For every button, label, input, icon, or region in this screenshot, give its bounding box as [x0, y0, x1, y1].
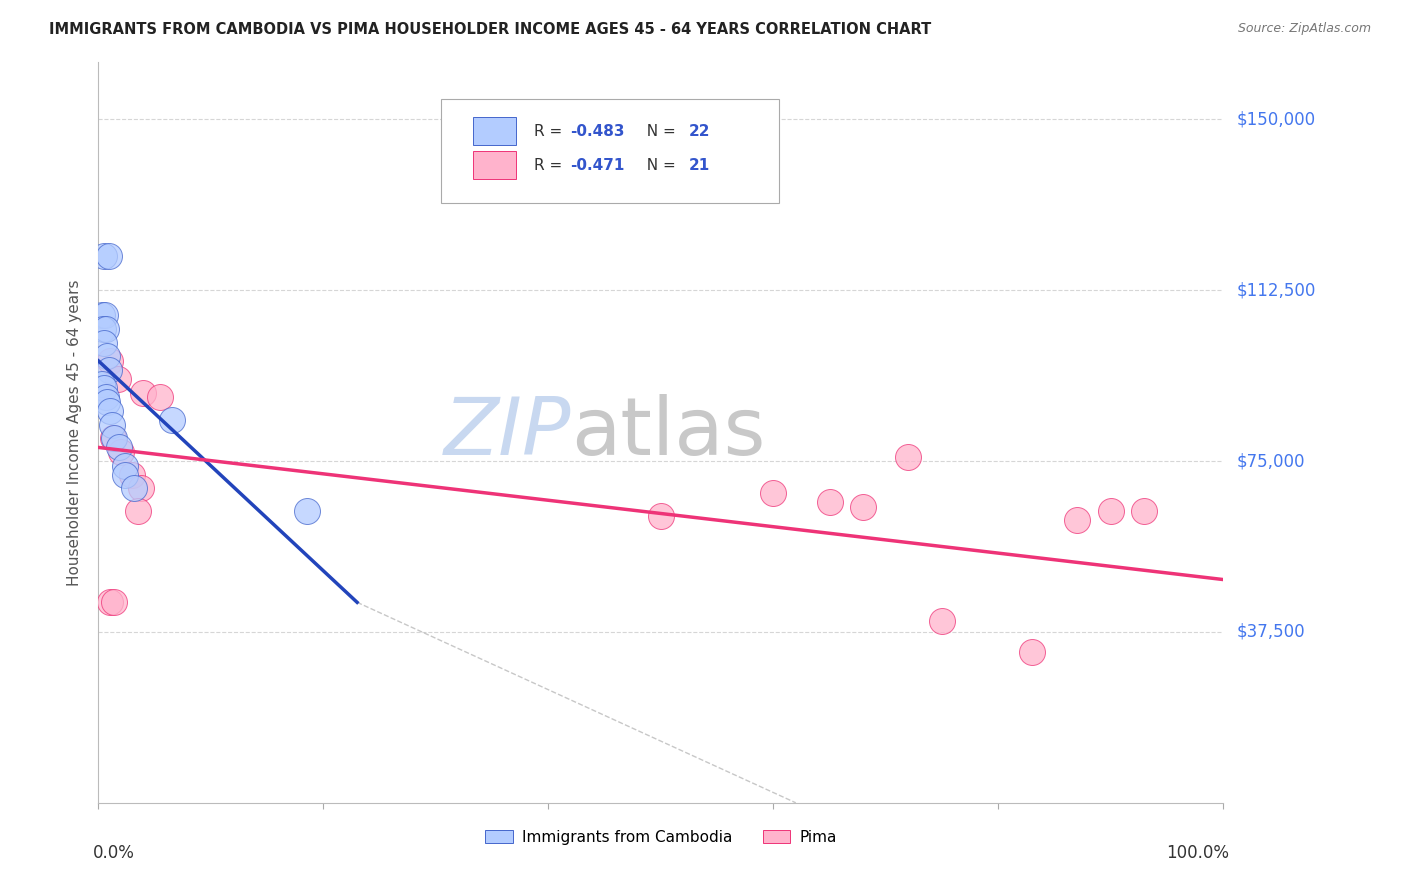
Point — [101, 431, 124, 445]
Point — [98, 595, 121, 609]
Text: IMMIGRANTS FROM CAMBODIA VS PIMA HOUSEHOLDER INCOME AGES 45 - 64 YEARS CORRELATI: IMMIGRANTS FROM CAMBODIA VS PIMA HOUSEHO… — [49, 22, 931, 37]
Point — [90, 308, 112, 322]
Point — [96, 390, 118, 404]
FancyBboxPatch shape — [441, 99, 779, 203]
Point — [127, 504, 149, 518]
Text: $150,000: $150,000 — [1237, 111, 1316, 128]
Point — [101, 417, 124, 432]
Point — [97, 363, 120, 377]
Point — [1133, 504, 1156, 518]
Text: Source: ZipAtlas.com: Source: ZipAtlas.com — [1237, 22, 1371, 36]
Point — [114, 467, 136, 482]
Point — [103, 431, 125, 445]
Text: 100.0%: 100.0% — [1166, 844, 1229, 862]
Point — [650, 508, 672, 523]
Point — [103, 595, 125, 609]
Point — [91, 322, 114, 336]
Text: $75,000: $75,000 — [1237, 452, 1306, 470]
Point — [124, 482, 146, 496]
Text: R =: R = — [534, 124, 567, 139]
Point — [1066, 513, 1088, 527]
Point — [931, 614, 953, 628]
Point — [96, 349, 118, 363]
Bar — [472, 117, 516, 145]
Legend: Immigrants from Cambodia, Pima: Immigrants from Cambodia, Pima — [479, 823, 842, 851]
Text: ZIP: ZIP — [443, 393, 571, 472]
Text: 22: 22 — [689, 124, 710, 139]
Point — [93, 335, 115, 350]
Text: N =: N = — [637, 158, 681, 173]
Point — [98, 354, 121, 368]
Point — [97, 249, 120, 263]
Point — [114, 458, 136, 473]
Point — [1021, 645, 1043, 659]
Point — [121, 467, 143, 482]
Point — [98, 404, 121, 418]
Text: -0.483: -0.483 — [569, 124, 624, 139]
Point — [852, 500, 875, 514]
Point — [762, 486, 785, 500]
Point — [897, 450, 920, 464]
Point — [132, 385, 155, 400]
Text: N =: N = — [637, 124, 681, 139]
Y-axis label: Householder Income Ages 45 - 64 years: Householder Income Ages 45 - 64 years — [67, 279, 83, 586]
Point — [96, 395, 118, 409]
Text: -0.471: -0.471 — [569, 158, 624, 173]
Point — [93, 249, 115, 263]
Point — [110, 445, 132, 459]
Text: $37,500: $37,500 — [1237, 623, 1306, 641]
Point — [90, 376, 112, 391]
Text: 21: 21 — [689, 158, 710, 173]
Text: 0.0%: 0.0% — [93, 844, 135, 862]
Text: $112,500: $112,500 — [1237, 281, 1316, 299]
Point — [129, 482, 152, 496]
Point — [96, 322, 118, 336]
Point — [94, 308, 117, 322]
Point — [295, 504, 318, 518]
Point — [93, 381, 115, 395]
Point — [1099, 504, 1122, 518]
Bar — [472, 152, 516, 179]
Point — [149, 390, 172, 404]
Point — [160, 413, 183, 427]
Text: atlas: atlas — [571, 393, 765, 472]
Point — [107, 372, 129, 386]
Point — [107, 441, 129, 455]
Text: R =: R = — [534, 158, 567, 173]
Point — [818, 495, 841, 509]
